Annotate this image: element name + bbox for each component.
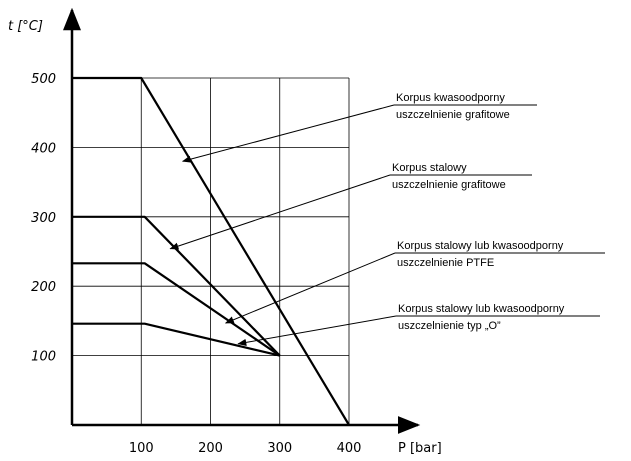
- y-axis-label: t [°C]: [8, 19, 43, 34]
- y-tick-label: 300: [31, 211, 56, 226]
- annotation-leader: [181, 104, 395, 163]
- annotation-line2: uszczelnienie PTFE: [397, 257, 494, 269]
- y-tick-label: 200: [31, 280, 56, 295]
- y-tick-label: 100: [31, 350, 56, 365]
- annotation-leader: [169, 174, 391, 250]
- annotations: Korpus kwasoodporny uszczelnienie grafito…: [169, 92, 605, 346]
- series-lines: [72, 76, 350, 426]
- annotation-line2: uszczelnienie grafitowe: [396, 109, 510, 121]
- tick-labels: 100 200 300 400 100 200 300 400 500: [31, 72, 361, 456]
- annotation-line1: Korpus kwasoodporny: [396, 92, 505, 104]
- x-tick-label: 300: [267, 441, 292, 456]
- x-tick-label: 400: [337, 441, 362, 456]
- annotation-line2: uszczelnienie typ „O”: [398, 320, 501, 332]
- annotation-line1: Korpus stalowy lub kwasoodporny: [397, 240, 564, 252]
- x-tick-label: 100: [129, 441, 154, 456]
- annotation-line1: Korpus stalowy lub kwasoodporny: [398, 303, 565, 315]
- annotation-line1: Korpus stalowy: [392, 162, 467, 174]
- series-line-2: [72, 215, 281, 357]
- annotation-leader: [224, 252, 396, 324]
- series-line-3: [72, 262, 281, 357]
- annotation-leader: [237, 315, 397, 346]
- x-axis-label: P [bar]: [398, 441, 442, 456]
- grid: [72, 77, 350, 425]
- series-line-4: [72, 322, 281, 357]
- series-line-1: [72, 76, 350, 426]
- x-tick-label: 200: [198, 441, 223, 456]
- y-tick-label: 500: [31, 72, 56, 87]
- annotation-line2: uszczelnienie grafitowe: [392, 179, 506, 191]
- y-tick-label: 400: [31, 141, 56, 156]
